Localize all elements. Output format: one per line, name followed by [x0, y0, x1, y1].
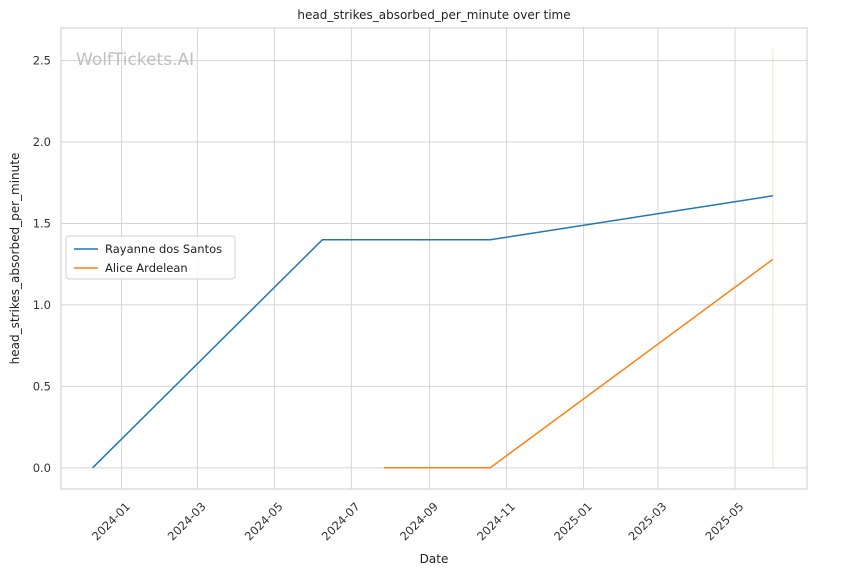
y-tick-label: 0.0: [33, 461, 51, 475]
chart-title: head_strikes_absorbed_per_minute over ti…: [297, 8, 570, 22]
legend: Rayanne dos Santos Alice Ardelean: [65, 235, 236, 280]
y-axis-label: head_strikes_absorbed_per_minute: [8, 153, 22, 365]
y-tick-label: 2.5: [33, 54, 51, 68]
series-line-1: [92, 195, 774, 469]
x-axis-label: Date: [420, 552, 449, 566]
legend-label: Alice Ardelean: [105, 261, 188, 275]
plot-area: [60, 27, 808, 490]
legend-box: [65, 235, 236, 280]
y-tick-label: 1.0: [33, 298, 51, 312]
series-line-2: [384, 258, 774, 469]
series-lines: [92, 195, 774, 469]
y-tick-label: 0.5: [33, 379, 51, 393]
y-tick-label: 2.0: [33, 135, 51, 149]
y-axis-ticks: 0.0 0.5 1.0 1.5 2.0 2.5: [33, 54, 51, 475]
watermark: WolfTickets.AI: [76, 50, 194, 70]
y-tick-label: 1.5: [33, 216, 51, 230]
legend-label: Rayanne dos Santos: [105, 242, 222, 256]
